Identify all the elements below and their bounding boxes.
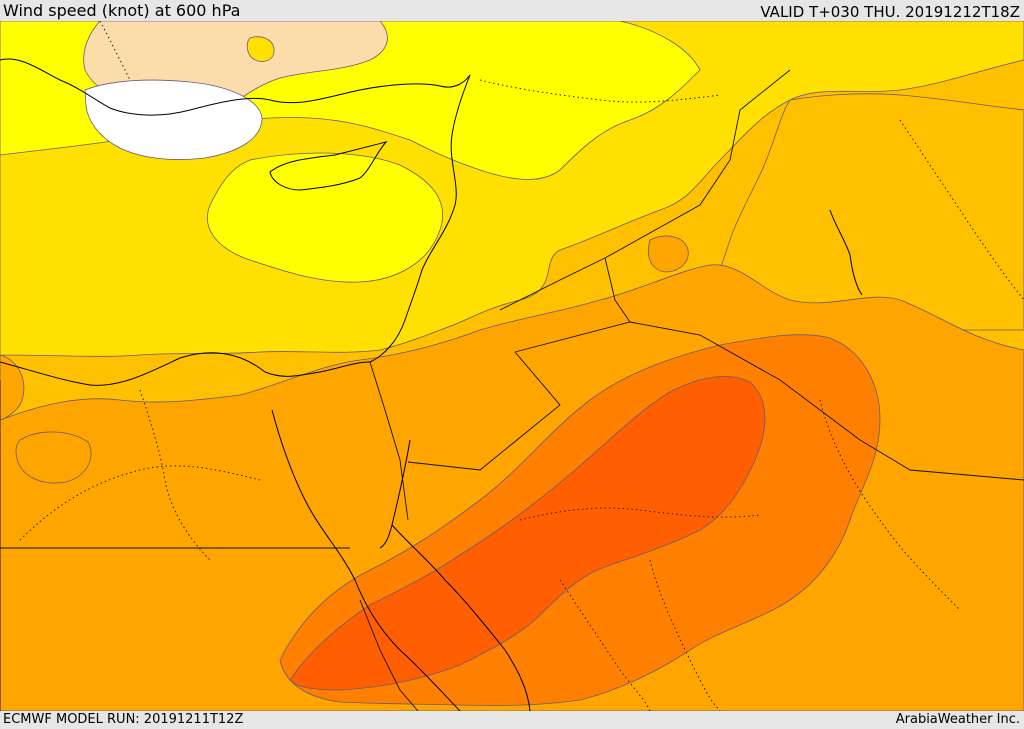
- credit-label: ArabiaWeather Inc.: [895, 712, 1020, 727]
- coastline-cyprus: [269, 141, 388, 191]
- patch-orange-3: [0, 354, 25, 421]
- border-jordan-iraq: [604, 257, 631, 323]
- wind-speed-map: [0, 21, 1024, 711]
- coastline-red-sea-east: [391, 524, 531, 711]
- band-very-high: [289, 376, 766, 691]
- map-footer: ECMWF MODEL RUN: 20191211T12Z ArabiaWeat…: [0, 711, 1024, 729]
- coastline-red-sea-west: [271, 409, 461, 711]
- patch-orange-1: [15, 431, 92, 484]
- border-jordan-saudi: [407, 351, 561, 471]
- patch-orange-2: [648, 235, 689, 273]
- model-run: ECMWF MODEL RUN: 20191211T12Z: [3, 712, 244, 727]
- border-sudan-eritrea: [359, 599, 419, 711]
- coastline-gulf-east: [829, 209, 863, 296]
- province-lines-5: [819, 399, 961, 611]
- band-calm: [84, 79, 263, 160]
- province-lines-4: [649, 559, 721, 711]
- province-lines-6: [479, 79, 721, 103]
- province-lines-3: [519, 507, 761, 521]
- coastline-egypt-north: [0, 352, 371, 386]
- coastline-levant: [369, 74, 471, 363]
- coastline-gulf-of-aqaba: [379, 439, 411, 549]
- province-lines-9: [559, 579, 651, 711]
- border-egypt-israel: [369, 361, 409, 521]
- province-lines-8: [899, 119, 1024, 301]
- patch-gold-1: [246, 36, 275, 62]
- border-syria-iraq: [499, 69, 791, 311]
- province-lines-7: [99, 21, 131, 81]
- coastline-turkey: [0, 58, 471, 116]
- map-canvas: [0, 21, 1024, 711]
- map-title: Wind speed (knot) at 600 hPa: [3, 1, 241, 20]
- province-lines-2: [19, 465, 261, 541]
- valid-time: VALID T+030 THU. 20191212T18Z: [760, 3, 1020, 21]
- map-header: Wind speed (knot) at 600 hPa VALID T+030…: [0, 0, 1024, 21]
- band-low-west: [207, 152, 443, 283]
- province-lines-1: [139, 389, 211, 561]
